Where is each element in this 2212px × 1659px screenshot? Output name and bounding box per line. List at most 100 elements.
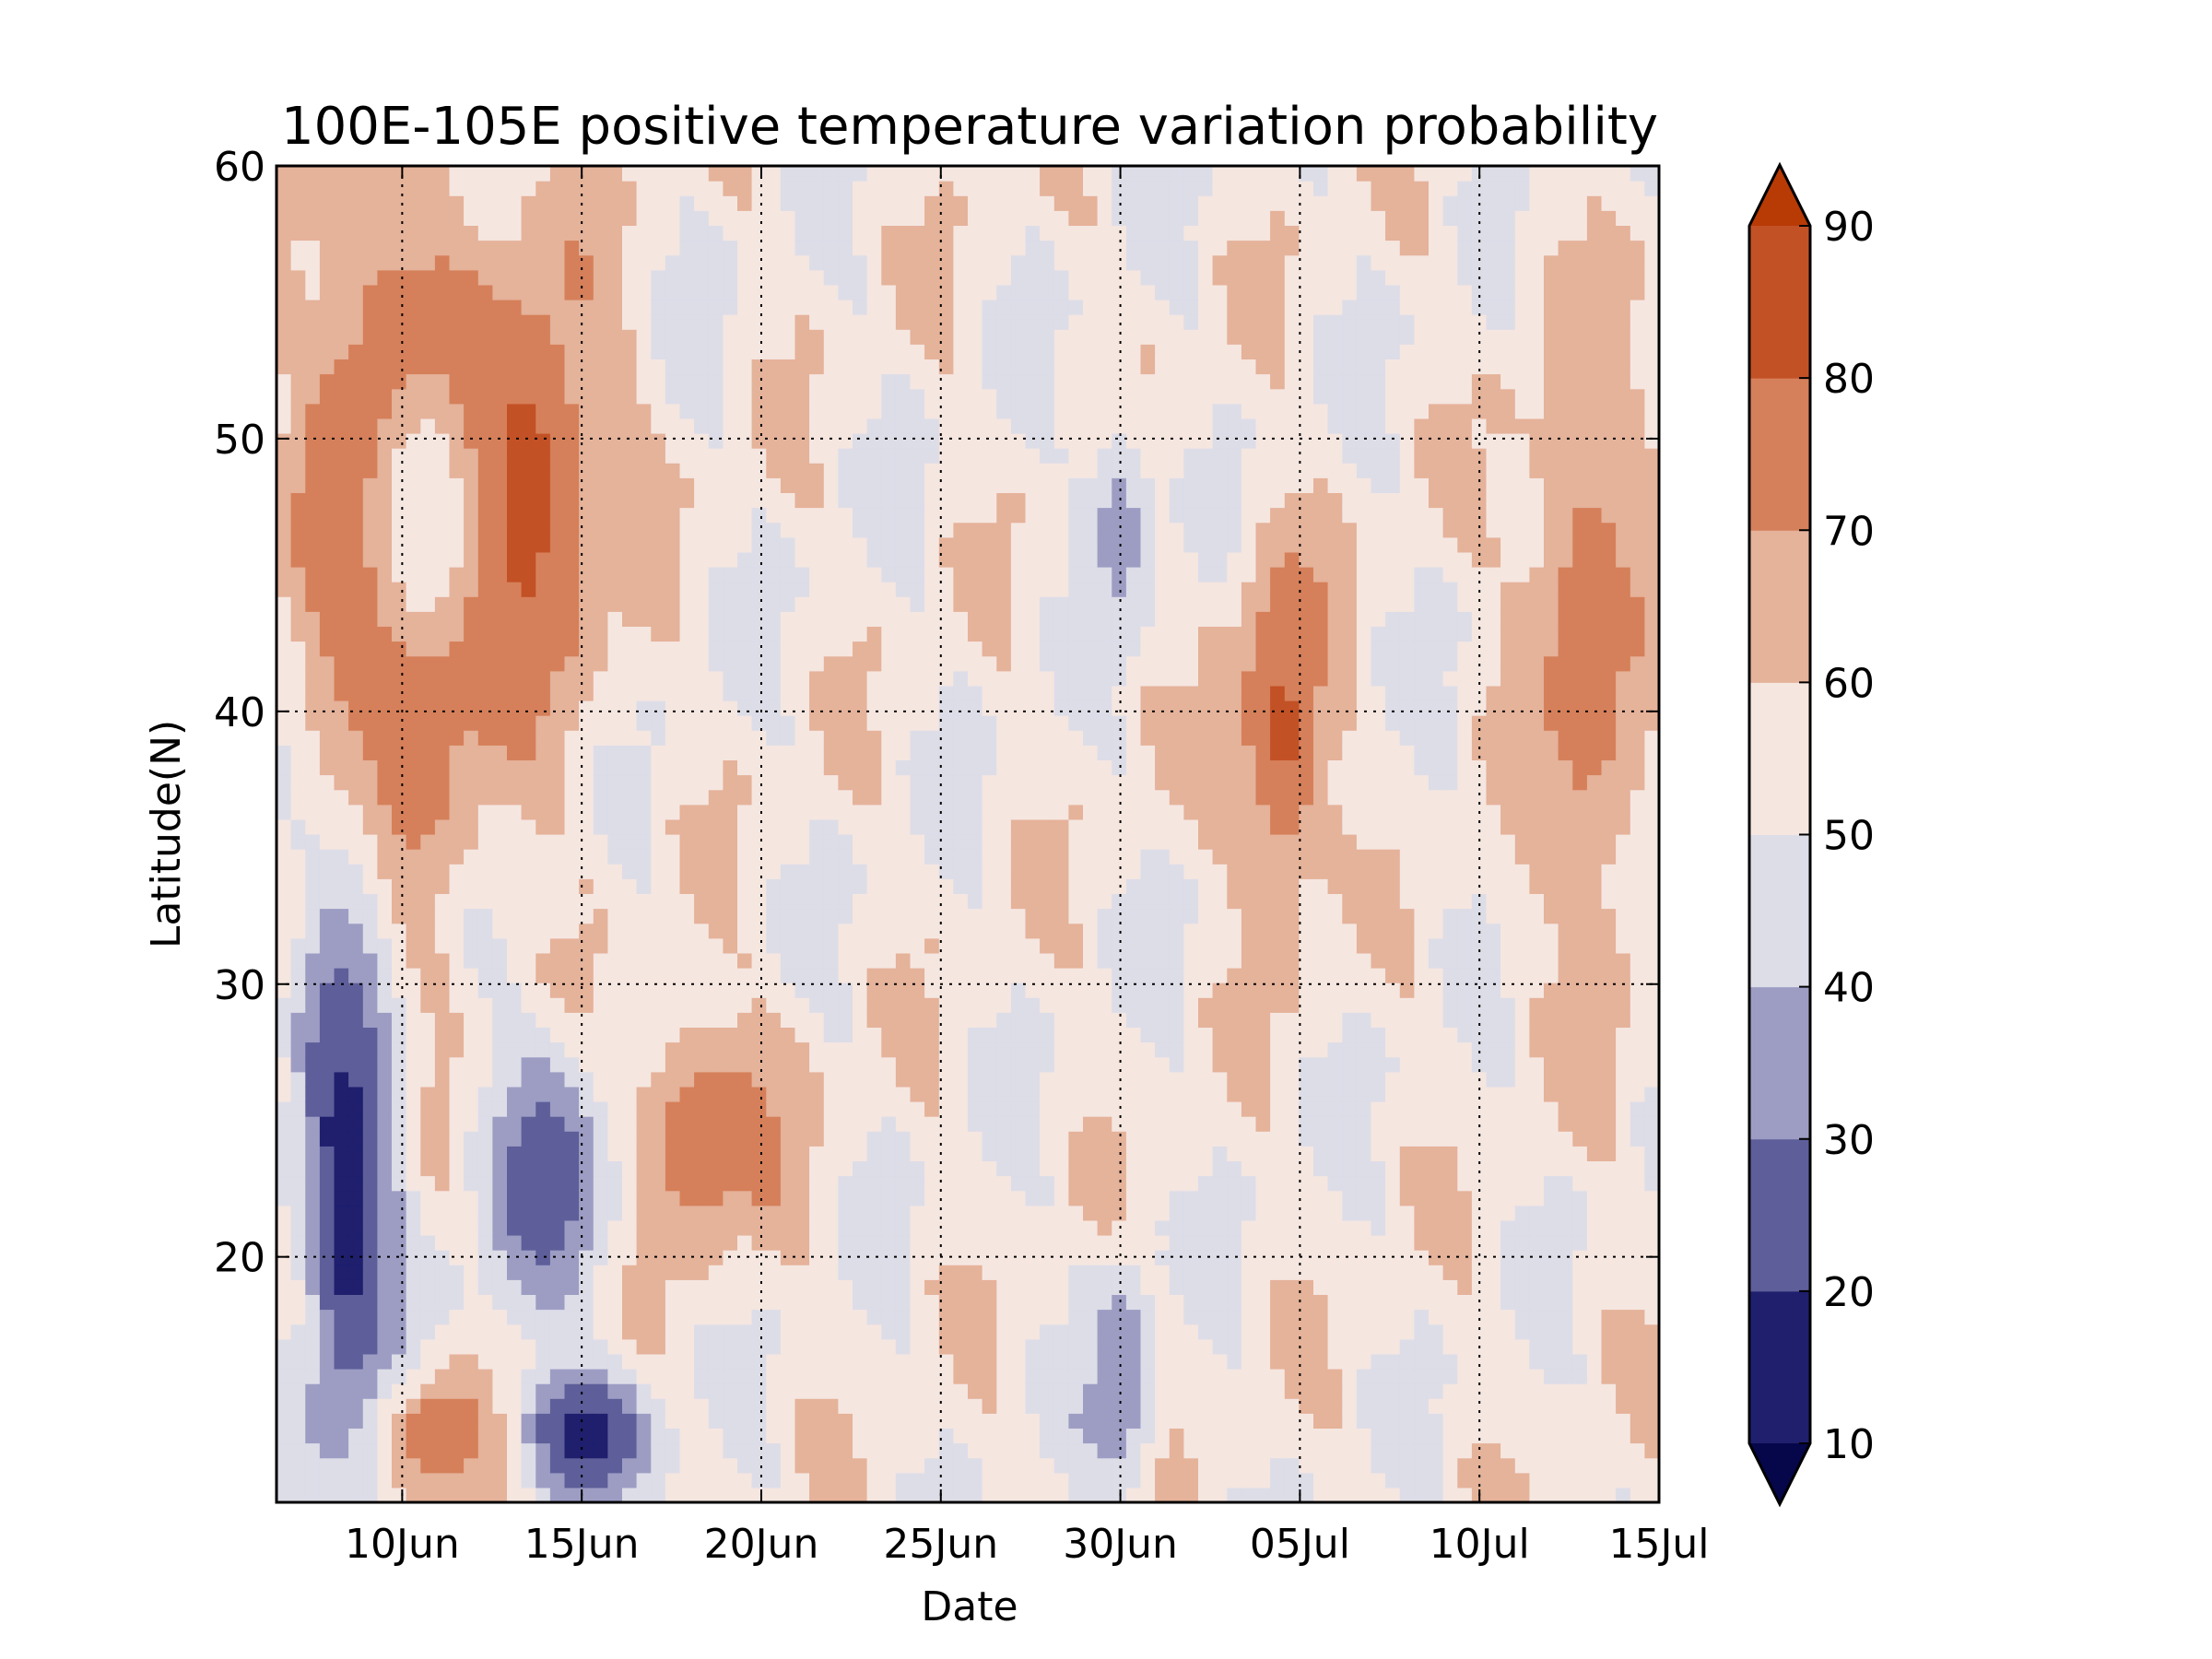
heat-cell: [334, 240, 349, 256]
heat-cell: [406, 804, 421, 820]
heat-cell: [636, 908, 652, 924]
heat-cell: [823, 968, 839, 983]
heat-cell: [809, 536, 825, 553]
heat-cell: [276, 745, 292, 760]
heat-cell: [1053, 997, 1069, 1013]
heat-cell: [838, 1324, 853, 1340]
heat-cell: [780, 596, 796, 612]
heat-cell: [521, 1160, 536, 1177]
heat-cell: [982, 611, 997, 627]
heat-cell: [334, 774, 349, 791]
heat-cell: [434, 373, 451, 390]
heat-cell: [406, 225, 421, 241]
heat-cell: [420, 596, 436, 612]
heat-cell: [406, 1146, 421, 1161]
heat-cell: [593, 730, 608, 746]
heat-cell: [434, 240, 451, 256]
heat-cell: [866, 388, 882, 405]
heat-cell: [636, 1398, 652, 1414]
heat-cell: [1053, 1309, 1069, 1325]
heat-cell: [982, 1442, 997, 1459]
heat-cell: [924, 210, 940, 226]
heat-cell: [406, 551, 421, 568]
heat-cell: [305, 952, 321, 969]
heat-cell: [362, 403, 378, 419]
heat-cell: [420, 225, 436, 241]
heat-cell: [809, 1294, 825, 1311]
heat-cell: [305, 1338, 321, 1355]
heat-cell: [737, 968, 753, 983]
heat-cell: [377, 1056, 393, 1073]
heat-cell: [665, 1205, 681, 1221]
heat-cell: [866, 1457, 882, 1474]
heat-cell: [996, 536, 1012, 553]
heat-cell: [881, 1101, 897, 1117]
heat-cell: [809, 655, 825, 672]
heat-cell: [968, 1353, 983, 1370]
heat-cell: [982, 433, 997, 449]
heat-cell: [881, 536, 897, 553]
heat-cell: [651, 685, 666, 701]
heat-cell: [780, 1428, 796, 1444]
heat-cell: [521, 834, 536, 850]
heat-cell: [982, 477, 997, 493]
heat-cell: [853, 849, 868, 865]
heat-cell: [1053, 359, 1069, 375]
heat-cell: [751, 1413, 767, 1429]
heat-cell: [866, 997, 882, 1013]
heat-cell: [881, 1056, 897, 1073]
heat-cell: [809, 1250, 825, 1265]
heat-cell: [766, 789, 782, 806]
heat-cell: [535, 433, 551, 449]
heat-cell: [723, 937, 738, 954]
heat-cell: [651, 536, 666, 553]
heat-cell: [895, 1160, 912, 1177]
heat-cell: [694, 1116, 710, 1132]
heat-cell: [953, 536, 969, 553]
heat-cell: [679, 1472, 695, 1488]
heat-cell: [362, 522, 378, 538]
heat-cell: [420, 1369, 436, 1384]
heat-cell: [895, 1116, 912, 1132]
heat-cell: [535, 388, 551, 405]
heat-cell: [564, 1116, 580, 1132]
heat-cell: [853, 1071, 868, 1088]
heat-cell: [449, 254, 465, 271]
heat-cell: [507, 1146, 523, 1161]
heat-cell: [794, 448, 810, 464]
heat-cell: [362, 1294, 378, 1311]
heat-cell: [434, 418, 451, 434]
heat-cell: [881, 878, 897, 894]
heat-cell: [708, 670, 724, 687]
heat-cell: [780, 1250, 796, 1265]
heat-cell: [1025, 878, 1041, 894]
heat-cell: [953, 344, 969, 359]
heat-cell: [938, 1086, 954, 1102]
heat-cell: [982, 1041, 997, 1058]
heat-cell: [996, 759, 1012, 776]
heat-cell: [362, 1160, 378, 1177]
heat-cell: [723, 1219, 738, 1236]
heat-cell: [809, 1012, 825, 1028]
heat-cell: [290, 641, 306, 657]
heat-cell: [406, 968, 421, 983]
heat-cell: [334, 1205, 349, 1221]
heat-cell: [477, 1324, 493, 1340]
heat-cell: [723, 1041, 738, 1058]
heat-cell: [377, 225, 393, 241]
heat-cell: [794, 1279, 810, 1295]
heat-cell: [434, 774, 451, 791]
heat-cell: [1053, 373, 1069, 390]
heat-cell: [593, 982, 608, 998]
heat-cell: [809, 1219, 825, 1236]
heat-cell: [420, 923, 436, 939]
heat-cell: [1010, 818, 1027, 835]
heat-cell: [794, 195, 810, 211]
heat-cell: [622, 418, 638, 434]
heat-cell: [953, 834, 969, 850]
heat-cell: [406, 715, 421, 731]
heat-cell: [622, 1279, 638, 1295]
heat-cell: [420, 551, 436, 568]
heat-cell: [319, 804, 335, 820]
heat-cell: [392, 195, 407, 211]
